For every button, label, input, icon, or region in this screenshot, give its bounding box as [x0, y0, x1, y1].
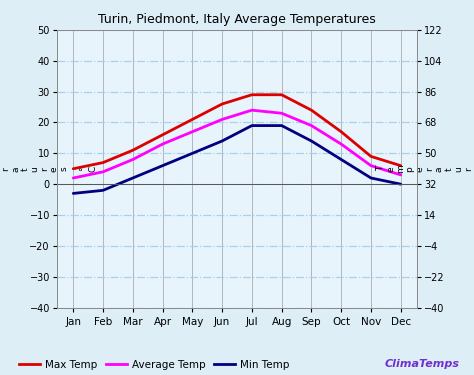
Text: ClimaTemps: ClimaTemps: [385, 359, 460, 369]
Title: Turin, Piedmont, Italy Average Temperatures: Turin, Piedmont, Italy Average Temperatu…: [98, 13, 376, 26]
Y-axis label: T
e
m
p
e
r
a
t
u
r
e
s

°
C: T e m p e r a t u r e s ° C: [0, 164, 98, 173]
Y-axis label: T
e
m
p
e
r
a
t
u
r
e
s

°
F: T e m p e r a t u r e s ° F: [376, 164, 474, 173]
Legend: Max Temp, Average Temp, Min Temp: Max Temp, Average Temp, Min Temp: [19, 360, 290, 370]
